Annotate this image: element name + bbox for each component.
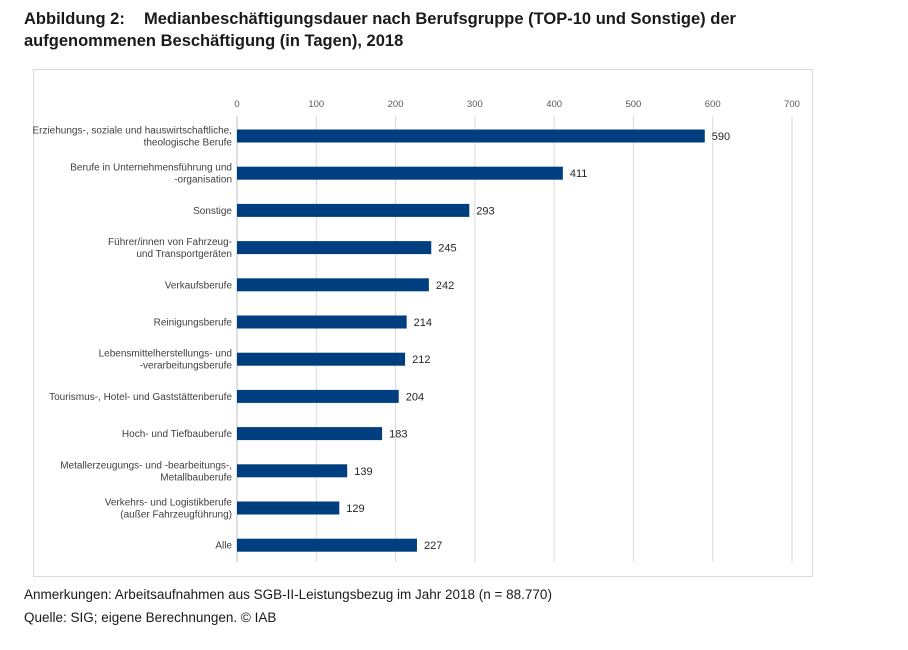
x-tick-label: 600 xyxy=(705,99,721,110)
x-tick-label: 100 xyxy=(308,99,324,110)
data-label: 590 xyxy=(712,131,730,143)
category-label: Sonstige xyxy=(193,206,232,217)
category-label-line: Hoch- und Tiefbauberufe xyxy=(122,429,233,440)
category-label-line: -organisation xyxy=(174,175,232,186)
category-label-line: Alle xyxy=(215,541,232,552)
data-label: 183 xyxy=(389,429,407,441)
x-tick-label: 500 xyxy=(625,99,641,110)
data-label: 214 xyxy=(414,317,432,329)
data-label: 242 xyxy=(436,280,454,292)
category-label-line: theologische Berufe xyxy=(144,138,233,149)
category-label-line: Führer/innen von Fahrzeug- xyxy=(108,237,232,248)
category-label-line: Erziehungs-, soziale und hauswirtschaftl… xyxy=(32,126,232,137)
bar xyxy=(237,427,383,441)
x-tick-label: 200 xyxy=(388,99,404,110)
category-label-line: (außer Fahrzeugführung) xyxy=(120,510,232,521)
bar xyxy=(237,501,340,515)
bar xyxy=(237,241,432,255)
bar xyxy=(237,129,705,143)
notes-quelle: Quelle: SIG; eigene Berechnungen. © IAB xyxy=(24,610,277,625)
figure-title: Abbildung 2: Medianbeschäftigungsdauer na… xyxy=(24,8,884,52)
bar xyxy=(237,352,406,366)
data-label: 212 xyxy=(412,354,430,366)
x-tick-label: 400 xyxy=(546,99,562,110)
bar xyxy=(237,166,563,180)
data-label: 293 xyxy=(476,205,494,217)
category-label: Metallerzeugungs- und -bearbeitungs-, Met… xyxy=(60,460,232,483)
bar xyxy=(237,389,399,403)
bar xyxy=(237,278,429,292)
figure-label: Abbildung 2: xyxy=(24,10,125,28)
category-label: Führer/innen von Fahrzeug-und Transportg… xyxy=(108,237,232,260)
category-label-line: Metallbauberufe xyxy=(160,472,232,483)
category-label: Erziehungs-, soziale und hauswirtschaftl… xyxy=(32,126,232,149)
category-label-line: Verkehrs- und Logistikberufe xyxy=(105,498,233,509)
category-label: Alle xyxy=(215,541,232,552)
category-label-line: Verkaufsberufe xyxy=(165,280,233,291)
data-label: 129 xyxy=(346,503,364,515)
x-tick-label: 700 xyxy=(784,99,800,110)
data-label: 139 xyxy=(354,466,372,478)
category-label-line: Metallerzeugungs- und -bearbeitungs-, xyxy=(60,460,232,471)
figure-title-line2: aufgenommenen Beschäftigung (in Tagen), … xyxy=(24,32,404,50)
category-label: Verkehrs- und Logistikberufe (außer Fahrz… xyxy=(105,498,233,521)
category-label-line: und Transportgeräten xyxy=(136,249,232,260)
bar xyxy=(237,464,348,478)
chart-area xyxy=(33,69,813,577)
notes-anmerkungen: Anmerkungen: Arbeitsaufnahmen aus SGB-II… xyxy=(24,587,552,602)
category-label: Reinigungsberufe xyxy=(154,318,233,329)
data-label: 411 xyxy=(570,168,588,180)
category-label-line: Lebensmittelherstellungs- und xyxy=(99,349,232,360)
x-tick-label: 0 xyxy=(234,99,239,110)
bar xyxy=(237,315,407,329)
bar xyxy=(237,203,470,217)
bar xyxy=(237,538,417,552)
category-label: Berufe in Unternehmensführung und -organi… xyxy=(70,163,232,186)
figure-title-line1: Medianbeschäftigungsdauer nach Berufsgru… xyxy=(144,10,736,28)
data-label: 227 xyxy=(424,540,442,552)
category-label: Tourismus-, Hotel- und Gaststättenberufe xyxy=(49,392,232,403)
category-label-line: -verarbeitungsberufe xyxy=(140,361,233,372)
category-label: Hoch- und Tiefbauberufe xyxy=(122,429,233,440)
category-label: Verkaufsberufe xyxy=(165,280,233,291)
data-label: 245 xyxy=(438,243,456,255)
category-label-line: Tourismus-, Hotel- und Gaststättenberufe xyxy=(49,392,232,403)
x-tick-label: 300 xyxy=(467,99,483,110)
category-label-line: Berufe in Unternehmensführung und xyxy=(70,163,232,174)
data-label: 204 xyxy=(406,391,424,403)
category-label-line: Reinigungsberufe xyxy=(154,318,233,329)
category-label-line: Sonstige xyxy=(193,206,232,217)
category-label: Lebensmittelherstellungs- und -verarbeitu… xyxy=(99,349,233,372)
